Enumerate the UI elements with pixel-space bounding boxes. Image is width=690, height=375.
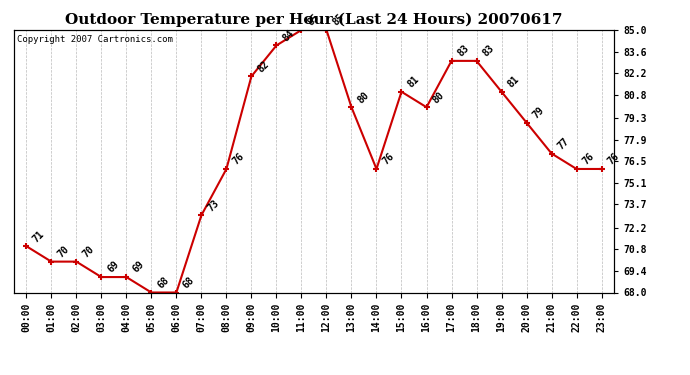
Text: 70: 70 (55, 244, 71, 260)
Text: 79: 79 (531, 105, 546, 120)
Text: 70: 70 (81, 244, 96, 260)
Text: Copyright 2007 Cartronics.com: Copyright 2007 Cartronics.com (17, 35, 172, 44)
Text: 76: 76 (581, 152, 596, 167)
Title: Outdoor Temperature per Hour (Last 24 Hours) 20070617: Outdoor Temperature per Hour (Last 24 Ho… (65, 13, 563, 27)
Text: 71: 71 (30, 229, 46, 244)
Text: 69: 69 (106, 260, 121, 275)
Text: 73: 73 (206, 198, 221, 213)
Text: 76: 76 (606, 152, 621, 167)
Text: 81: 81 (506, 74, 521, 90)
Text: 85: 85 (306, 12, 321, 28)
Text: 80: 80 (355, 90, 371, 105)
Text: 84: 84 (281, 28, 296, 43)
Text: 77: 77 (555, 136, 571, 152)
Text: 68: 68 (181, 275, 196, 290)
Text: 69: 69 (130, 260, 146, 275)
Text: 68: 68 (155, 275, 171, 290)
Text: 81: 81 (406, 74, 421, 90)
Text: 82: 82 (255, 59, 271, 74)
Text: 83: 83 (455, 44, 471, 59)
Text: 83: 83 (481, 44, 496, 59)
Text: 76: 76 (381, 152, 396, 167)
Text: 85: 85 (331, 12, 346, 28)
Text: 76: 76 (230, 152, 246, 167)
Text: 80: 80 (431, 90, 446, 105)
